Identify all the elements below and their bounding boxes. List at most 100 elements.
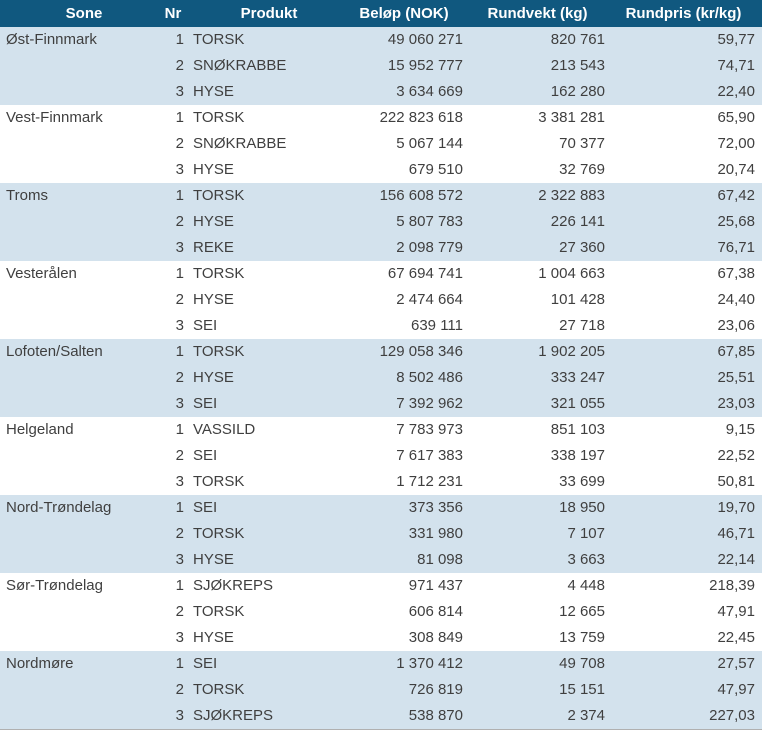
nr-cell: 2 [175, 57, 184, 74]
belop-cell: 129 058 346 [379, 343, 463, 360]
rundpris-cell: 67,85 [717, 343, 755, 360]
rundvekt-cell: 2 322 883 [538, 187, 605, 204]
produkt-cell: TORSK [193, 265, 245, 282]
rundpris-cell: 24,40 [717, 291, 755, 308]
table-row: Lofoten/Salten 1 TORSK 129 058 346 1 902 205… [0, 339, 762, 365]
rundpris-cell: 46,71 [717, 525, 755, 542]
table-row: Sør-Trøndelag 1 SJØKREPS 971 437 4 448 218,39 [0, 573, 762, 599]
table-row: 2 TORSK 726 819 15 151 47,97 [0, 677, 762, 703]
table-row: 2 HYSE 8 502 486 333 247 25,51 [0, 365, 762, 391]
rundpris-cell: 218,39 [709, 577, 755, 594]
rundvekt-cell: 18 950 [559, 499, 605, 516]
rundvekt-cell: 338 197 [550, 447, 605, 464]
nr-cell: 1 [175, 187, 184, 204]
rundpris-cell: 22,45 [717, 629, 755, 646]
rundpris-cell: 27,57 [717, 655, 755, 672]
rundvekt-cell: 226 141 [550, 213, 605, 230]
col-header-rundpris: Rundpris (kr/kg) [625, 4, 742, 22]
belop-cell: 639 111 [411, 317, 463, 334]
sone-cell: Nordmøre [6, 655, 74, 672]
produkt-cell: HYSE [193, 291, 234, 308]
table-body: Øst-Finnmark 1 TORSK 49 060 271 820 761 59,77… [0, 27, 762, 729]
table-row: Vesterålen 1 TORSK 67 694 741 1 004 663 67,38 [0, 261, 762, 287]
table-row: 3 REKE 2 098 779 27 360 76,71 [0, 235, 762, 261]
table-row: 2 SNØKRABBE 5 067 144 70 377 72,00 [0, 131, 762, 157]
nr-cell: 3 [175, 473, 184, 490]
table-row: Troms 1 TORSK 156 608 572 2 322 883 67,42 [0, 183, 762, 209]
rundvekt-cell: 33 699 [559, 473, 605, 490]
belop-cell: 3 634 669 [396, 83, 463, 100]
rundvekt-cell: 101 428 [550, 291, 605, 308]
rundpris-cell: 47,91 [717, 603, 755, 620]
produkt-cell: SEI [193, 655, 218, 672]
rundpris-cell: 22,52 [717, 447, 755, 464]
rundvekt-cell: 4 448 [567, 577, 605, 594]
rundvekt-cell: 1 004 663 [538, 265, 605, 282]
table-row: 3 SEI 7 392 962 321 055 23,03 [0, 391, 762, 417]
table-header-row: Sone Nr Produkt Beløp (NOK) Rundvekt (kg… [0, 0, 762, 27]
belop-cell: 67 694 741 [387, 265, 463, 282]
rundvekt-cell: 333 247 [550, 369, 605, 386]
belop-cell: 7 617 383 [396, 447, 463, 464]
produkt-cell: TORSK [193, 525, 245, 542]
nr-cell: 2 [175, 291, 184, 308]
rundvekt-cell: 27 718 [559, 317, 605, 334]
nr-cell: 3 [175, 551, 184, 568]
nr-cell: 2 [175, 369, 184, 386]
produkt-cell: TORSK [193, 109, 245, 126]
table-row: 2 SEI 7 617 383 338 197 22,52 [0, 443, 762, 469]
rundpris-cell: 47,97 [717, 681, 755, 698]
belop-cell: 373 356 [408, 499, 463, 516]
sone-cell: Vesterålen [6, 265, 77, 282]
nr-cell: 3 [175, 707, 184, 724]
table-row: 3 HYSE 308 849 13 759 22,45 [0, 625, 762, 651]
rundpris-cell: 72,00 [717, 135, 755, 152]
belop-cell: 8 502 486 [396, 369, 463, 386]
sone-cell: Øst-Finnmark [6, 31, 97, 48]
nr-cell: 3 [175, 395, 184, 412]
produkt-cell: SJØKREPS [193, 707, 274, 724]
nr-cell: 1 [175, 421, 184, 438]
nr-cell: 1 [175, 655, 184, 672]
nr-cell: 1 [175, 265, 184, 282]
produkt-cell: HYSE [193, 369, 234, 386]
rundvekt-cell: 3 663 [567, 551, 605, 568]
nr-cell: 3 [175, 161, 184, 178]
rundvekt-cell: 15 151 [559, 681, 605, 698]
nr-cell: 3 [175, 629, 184, 646]
belop-cell: 15 952 777 [387, 57, 463, 74]
rundvekt-cell: 3 381 281 [538, 109, 605, 126]
rundpris-cell: 76,71 [717, 239, 755, 256]
belop-cell: 971 437 [408, 577, 463, 594]
col-header-produkt: Produkt [240, 4, 298, 22]
belop-cell: 222 823 618 [379, 109, 463, 126]
belop-cell: 1 712 231 [396, 473, 463, 490]
rundpris-cell: 74,71 [717, 57, 755, 74]
produkt-cell: TORSK [193, 681, 245, 698]
col-header-belop: Beløp (NOK) [359, 4, 449, 22]
belop-cell: 308 849 [408, 629, 463, 646]
produkt-cell: HYSE [193, 83, 234, 100]
rundpris-cell: 23,06 [717, 317, 755, 334]
rundvekt-cell: 27 360 [559, 239, 605, 256]
rundvekt-cell: 32 769 [559, 161, 605, 178]
rundpris-cell: 227,03 [709, 707, 755, 724]
belop-cell: 679 510 [408, 161, 463, 178]
belop-cell: 331 980 [408, 525, 463, 542]
produkt-cell: SJØKREPS [193, 577, 274, 594]
produkt-cell: SEI [193, 447, 218, 464]
table-row: 3 HYSE 81 098 3 663 22,14 [0, 547, 762, 573]
rundvekt-cell: 13 759 [559, 629, 605, 646]
produkt-cell: HYSE [193, 161, 234, 178]
rundvekt-cell: 321 055 [550, 395, 605, 412]
rundpris-cell: 25,68 [717, 213, 755, 230]
produkt-cell: SNØKRABBE [193, 57, 287, 74]
nr-cell: 2 [175, 681, 184, 698]
nr-cell: 1 [175, 31, 184, 48]
belop-cell: 606 814 [408, 603, 463, 620]
table-row: 3 HYSE 679 510 32 769 20,74 [0, 157, 762, 183]
table-row: 3 TORSK 1 712 231 33 699 50,81 [0, 469, 762, 495]
nr-cell: 2 [175, 213, 184, 230]
produkt-cell: REKE [193, 239, 234, 256]
